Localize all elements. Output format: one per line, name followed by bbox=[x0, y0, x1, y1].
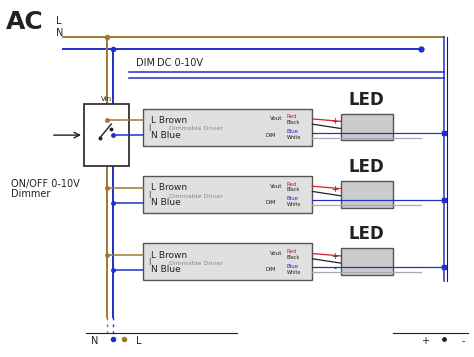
Text: LED: LED bbox=[349, 225, 384, 243]
Text: +: + bbox=[332, 117, 338, 126]
Text: Vin: Vin bbox=[100, 96, 112, 102]
Text: L: L bbox=[136, 336, 141, 346]
Text: -: - bbox=[461, 336, 465, 346]
Bar bbox=[341, 181, 392, 208]
Text: ON/OFF 0-10V: ON/OFF 0-10V bbox=[11, 178, 80, 188]
Text: LED: LED bbox=[349, 158, 384, 176]
Bar bbox=[84, 104, 128, 166]
Text: DIM: DIM bbox=[136, 58, 155, 68]
Text: White: White bbox=[286, 135, 301, 140]
Text: |: | bbox=[148, 258, 151, 265]
Text: Red: Red bbox=[286, 181, 297, 186]
Text: -: - bbox=[334, 197, 337, 206]
Text: N Blue: N Blue bbox=[151, 198, 181, 207]
Text: +: + bbox=[332, 252, 338, 261]
Text: DIM: DIM bbox=[265, 200, 276, 205]
Text: -: - bbox=[334, 129, 337, 138]
Text: N: N bbox=[91, 336, 98, 346]
Text: LED: LED bbox=[349, 91, 384, 109]
Text: White: White bbox=[286, 202, 301, 207]
Text: +: + bbox=[332, 185, 338, 193]
Text: Vout: Vout bbox=[270, 251, 283, 256]
Text: Blue: Blue bbox=[286, 264, 299, 269]
Text: L Brown: L Brown bbox=[151, 251, 187, 260]
Text: DIM: DIM bbox=[265, 267, 276, 272]
Text: DIM: DIM bbox=[265, 133, 276, 138]
Text: N Blue: N Blue bbox=[151, 265, 181, 275]
Text: Red: Red bbox=[286, 114, 297, 119]
Text: Dimmer: Dimmer bbox=[11, 189, 50, 199]
Bar bbox=[143, 176, 312, 213]
Text: N Blue: N Blue bbox=[151, 131, 181, 140]
Text: Black: Black bbox=[286, 120, 300, 125]
Text: Blue: Blue bbox=[286, 129, 299, 134]
Text: White: White bbox=[286, 270, 301, 275]
Text: L: L bbox=[55, 16, 61, 26]
Text: Dimmable Driver: Dimmable Driver bbox=[169, 126, 223, 131]
Text: |: | bbox=[148, 191, 151, 198]
Text: |: | bbox=[148, 124, 151, 131]
Bar bbox=[143, 243, 312, 280]
Text: Vout: Vout bbox=[270, 184, 283, 189]
Text: DC 0-10V: DC 0-10V bbox=[157, 58, 203, 68]
Bar bbox=[143, 109, 312, 146]
Text: Dimmable Driver: Dimmable Driver bbox=[169, 194, 223, 199]
Bar bbox=[341, 248, 392, 275]
Text: Dimmable Driver: Dimmable Driver bbox=[169, 261, 223, 266]
Text: Red: Red bbox=[286, 249, 297, 254]
Text: Black: Black bbox=[286, 255, 300, 260]
Text: L Brown: L Brown bbox=[151, 116, 187, 125]
Bar bbox=[341, 114, 392, 140]
Text: N: N bbox=[55, 28, 63, 38]
Text: Vout: Vout bbox=[270, 116, 283, 121]
Text: +: + bbox=[421, 336, 429, 346]
Text: -: - bbox=[334, 264, 337, 273]
Text: AC: AC bbox=[6, 10, 44, 34]
Text: Black: Black bbox=[286, 187, 300, 192]
Text: Blue: Blue bbox=[286, 196, 299, 201]
Text: L Brown: L Brown bbox=[151, 183, 187, 192]
